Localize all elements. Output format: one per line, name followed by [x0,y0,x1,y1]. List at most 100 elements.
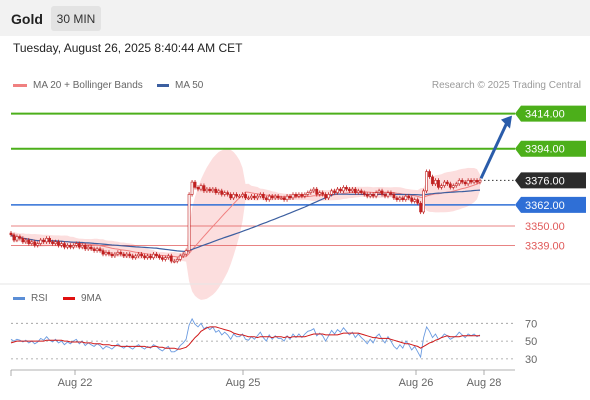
candle-body [413,199,417,202]
candle [416,197,420,206]
candle-body [172,260,176,263]
candle-body [18,236,22,239]
candle-body [12,234,16,241]
candle [258,192,262,199]
candle-body [232,194,236,199]
legend-rsi-ma-swatch [63,297,75,300]
timeframe-badge[interactable]: 30 MIN [51,6,101,31]
candle [345,185,348,192]
rsi-tick-label: 50 [525,336,537,348]
candle [113,252,117,258]
candle-body [134,255,138,258]
candle-body [377,190,381,193]
candle-body [220,190,224,195]
candle-body [30,241,34,244]
candle-body [359,190,363,193]
candle [267,194,271,202]
candle-body [428,171,431,178]
candle [125,252,129,258]
candle [350,187,354,193]
candle [389,190,393,197]
candle-body [71,245,75,248]
candle-body [297,194,301,197]
candle [152,252,155,260]
candle-body [77,243,81,248]
candle [229,192,233,201]
candle-body [54,241,57,244]
candle [250,194,253,201]
candle [303,192,307,199]
candle-body [419,202,423,213]
candle-body [193,181,197,188]
rsi-ma-line [10,326,480,350]
candle [282,195,286,202]
candle-body [169,255,173,262]
candle-body [294,194,298,197]
chart-panel [0,36,590,400]
level-tag-last [515,172,586,189]
candle [261,192,265,201]
candle-body [160,257,164,260]
candle [324,192,328,201]
candle [392,192,396,201]
candle [339,187,342,193]
candle-body [261,194,265,199]
candle [273,194,277,201]
candle-body [65,245,69,248]
level-tag-pivot [515,196,586,213]
candle-body [80,245,84,248]
candle-body [324,194,328,199]
candle [297,192,301,199]
candle [68,243,72,250]
candle-body [345,187,348,190]
candle-body [356,190,360,193]
candle [45,236,49,244]
candle-body [389,192,393,195]
candle [422,188,426,215]
candle [315,187,319,197]
candle-body [101,250,105,255]
candle-body [434,180,437,185]
candle [196,185,200,192]
candle-body [211,188,215,192]
candle [140,252,144,258]
candle [466,178,470,186]
candle [460,178,464,185]
candle-body [205,188,209,192]
candle [149,253,152,260]
candle-body [92,248,96,251]
candle-body [131,255,135,258]
candle-body [15,236,19,241]
candle-body [98,248,102,251]
candle [143,253,146,260]
candle [65,243,69,250]
candle [51,239,54,246]
candle [30,239,34,246]
candle [463,179,467,186]
candle-body [451,185,455,188]
candle [362,190,366,197]
candle [419,201,423,215]
candle-body [276,195,280,199]
candle [101,248,105,257]
candle [211,187,215,193]
candle [131,253,135,260]
candle-body [347,188,351,192]
candle [89,244,93,251]
candle [54,239,57,246]
candle [190,179,194,197]
candle [146,253,149,260]
legend-rsi-ma: 9MA [63,293,102,304]
candle-body [152,253,155,258]
candle-body [407,195,411,199]
candle [413,197,417,204]
candle-body [146,255,149,258]
candle-body [214,188,218,193]
rsi-line [10,317,481,359]
candle-body [253,195,256,199]
candle-body [36,243,40,246]
candle-body [306,192,310,195]
candle [279,195,283,201]
candle-body [255,195,259,199]
candle [116,250,120,257]
